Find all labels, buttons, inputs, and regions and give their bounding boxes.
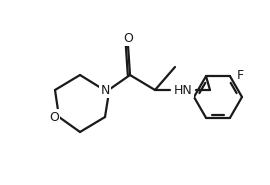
Text: O: O (49, 110, 59, 124)
Text: N: N (100, 83, 110, 97)
Text: O: O (123, 31, 133, 45)
Text: F: F (237, 69, 244, 82)
Text: HN: HN (174, 83, 193, 97)
